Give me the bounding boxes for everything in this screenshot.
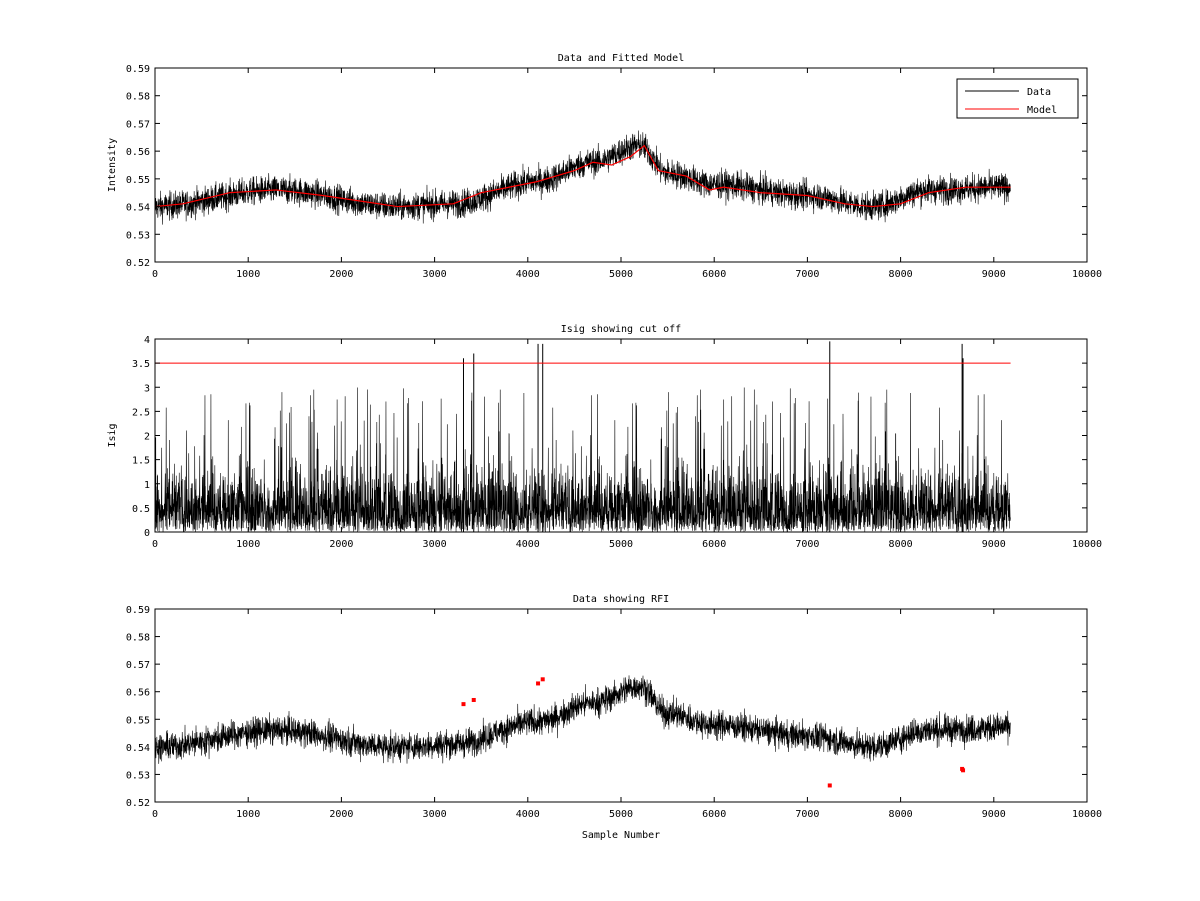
chart-title: Data showing RFI (573, 594, 669, 605)
y-tick-label: 0.53 (126, 230, 150, 241)
x-tick-label: 7000 (795, 539, 819, 550)
y-tick-label: 0.54 (126, 203, 150, 214)
y-tick-label: 0.59 (126, 605, 150, 616)
x-tick-label: 4000 (516, 809, 540, 820)
y-tick-label: 0.54 (126, 743, 150, 754)
y-tick-label: 1 (144, 480, 150, 491)
x-tick-label: 5000 (609, 809, 633, 820)
x-tick-label: 10000 (1072, 539, 1102, 550)
chart-title: Data and Fitted Model (558, 53, 684, 64)
x-tick-label: 3000 (423, 809, 447, 820)
x-tick-label: 6000 (702, 269, 726, 280)
rfi-point-0 (461, 702, 466, 707)
y-tick-label: 1.5 (132, 456, 150, 467)
x-tick-label: 2000 (329, 809, 353, 820)
x-tick-label: 8000 (889, 269, 913, 280)
y-axis-label: Intensity (107, 138, 118, 192)
x-tick-label: 4000 (516, 539, 540, 550)
y-tick-label: 2.5 (132, 407, 150, 418)
y-tick-label: 0.53 (126, 770, 150, 781)
y-tick-label: 2 (144, 432, 150, 443)
x-tick-label: 1000 (236, 809, 260, 820)
rfi-point-2 (536, 681, 541, 686)
x-tick-label: 2000 (329, 269, 353, 280)
y-tick-label: 0.59 (126, 64, 150, 75)
x-tick-label: 6000 (702, 809, 726, 820)
plot-area (155, 130, 1011, 225)
y-tick-label: 0.57 (126, 660, 150, 671)
x-tick-label: 6000 (702, 539, 726, 550)
legend-label-data: Data (1027, 87, 1051, 98)
axes-isig: 0 1000 2000 3000 4000 5000 6000 7000 8000 9000 100… (107, 324, 1102, 550)
x-tick-label: 8000 (889, 539, 913, 550)
x-tick-label: 10000 (1072, 809, 1102, 820)
rfi-point-6 (961, 768, 966, 773)
y-tick-label: 0.56 (126, 688, 150, 699)
x-tick-label: 1000 (236, 539, 260, 550)
y-tick-label: 3.5 (132, 359, 150, 370)
series-isig-line (155, 387, 1011, 532)
y-tick-label: 0.56 (126, 147, 150, 158)
x-tick-label: 0 (152, 269, 158, 280)
x-tick-label: 7000 (795, 809, 819, 820)
y-tick-label: 0.5 (132, 504, 150, 515)
x-tick-label: 8000 (889, 809, 913, 820)
x-tick-label: 4000 (516, 269, 540, 280)
rfi-point-3 (540, 677, 545, 682)
y-tick-label: 0.57 (126, 119, 150, 130)
series-model-line (155, 144, 1011, 208)
y-tick-label: 0.52 (126, 798, 150, 809)
y-tick-label: 0.58 (126, 633, 150, 644)
x-tick-label: 5000 (609, 539, 633, 550)
y-tick-label: 3 (144, 383, 150, 394)
x-tick-label: 10000 (1072, 269, 1102, 280)
plot-area (155, 675, 1011, 788)
axes-data-and-model: 0 1000 2000 3000 4000 5000 6000 7000 8000 9000 100… (107, 53, 1102, 280)
y-axis-label: Isig (107, 423, 118, 447)
y-tick-label: 4 (144, 335, 150, 346)
x-tick-label: 7000 (795, 269, 819, 280)
x-tick-label: 5000 (609, 269, 633, 280)
rfi-point-1 (471, 697, 476, 702)
x-tick-label: 2000 (329, 539, 353, 550)
x-tick-label: 0 (152, 539, 158, 550)
rfi-point-4 (827, 783, 832, 788)
x-tick-label: 9000 (982, 539, 1006, 550)
series-data-line (155, 675, 1011, 764)
x-tick-label: 9000 (982, 809, 1006, 820)
y-tick-label: 0.52 (126, 258, 150, 269)
x-tick-label: 9000 (982, 269, 1006, 280)
y-tick-label: 0 (144, 528, 150, 539)
plot-area (155, 341, 1011, 532)
y-tick-label: 0.55 (126, 715, 150, 726)
x-tick-label: 3000 (423, 269, 447, 280)
x-tick-label: 1000 (236, 269, 260, 280)
x-tick-label: 3000 (423, 539, 447, 550)
y-tick-label: 0.58 (126, 92, 150, 103)
legend-label-model: Model (1027, 105, 1057, 116)
x-tick-label: 0 (152, 809, 158, 820)
axes-data-rfi: 0 1000 2000 3000 4000 5000 6000 7000 8000 9000 100… (126, 594, 1102, 841)
y-tick-label: 0.55 (126, 175, 150, 186)
chart-title: Isig showing cut off (561, 324, 681, 335)
legend-box (956, 78, 1079, 119)
x-axis-label: Sample Number (582, 830, 660, 841)
